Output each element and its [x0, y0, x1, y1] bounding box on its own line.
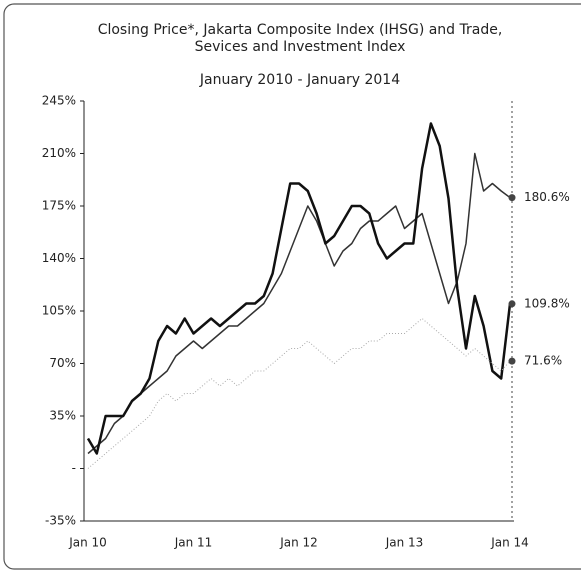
series-line	[87, 152, 511, 455]
x-tick-label: Jan 14	[490, 536, 529, 550]
x-tick-label: Jan 12	[279, 536, 318, 550]
x-tick-label: Jan 11	[174, 536, 213, 550]
x-tick-label: Jan 13	[385, 536, 424, 550]
y-tick-label: 105%	[42, 304, 76, 318]
y-tick-label: 175%	[42, 199, 76, 213]
y-tick-label: -	[72, 461, 76, 475]
y-tick-label: 245%	[42, 94, 76, 108]
y-tick-label: 140%	[42, 251, 76, 265]
value-label: 180.6%	[524, 190, 570, 204]
end-point	[508, 357, 516, 365]
y-tick-label: 210%	[42, 146, 76, 160]
series-line	[87, 318, 511, 469]
value-label: 109.8%	[524, 296, 570, 310]
series-line	[86, 122, 512, 455]
frame	[3, 3, 581, 570]
end-point	[508, 300, 516, 308]
chart-title: Closing Price*, Jakarta Composite Index …	[97, 22, 503, 55]
x-tick-label: Jan 10	[68, 536, 107, 550]
y-tick-label: 70%	[49, 356, 76, 370]
y-tick-label: 35%	[49, 409, 76, 423]
value-label: 71.6%	[524, 354, 562, 368]
end-point	[508, 194, 516, 202]
chart-subtitle: January 2010 - January 2014	[199, 72, 400, 88]
y-tick-label: -35%	[45, 514, 76, 528]
